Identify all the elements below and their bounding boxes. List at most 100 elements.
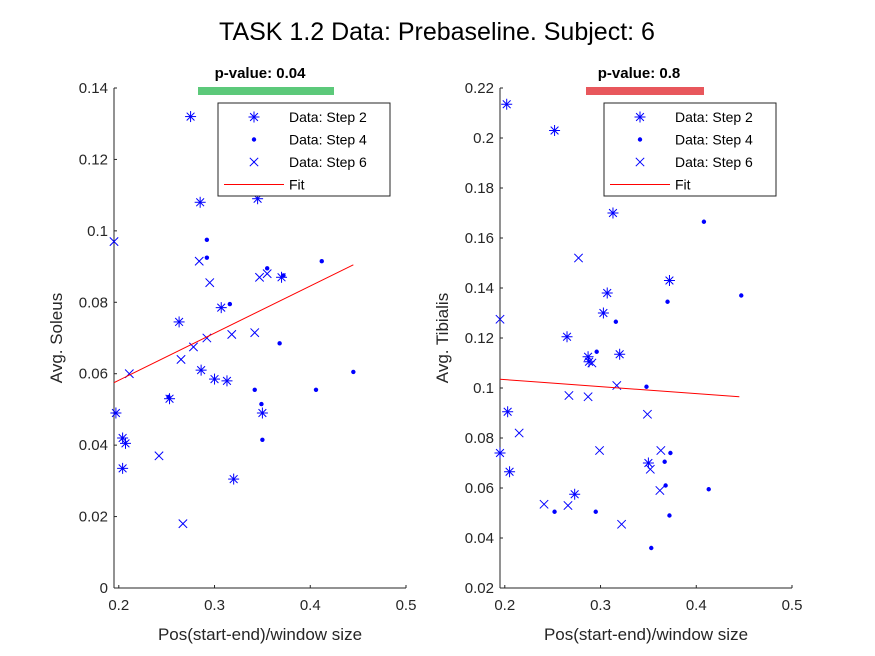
marker-stroke xyxy=(645,464,655,474)
y-axis-label: Avg. Soleus xyxy=(47,293,66,383)
data-point xyxy=(495,314,505,324)
marker-stroke xyxy=(495,314,505,324)
marker-stroke xyxy=(503,407,512,416)
y-tick-label: 0.16 xyxy=(465,230,494,247)
data-point xyxy=(613,319,619,324)
data-point xyxy=(260,437,265,442)
marker-dot xyxy=(594,349,599,354)
data-point xyxy=(109,237,119,247)
data-point xyxy=(583,392,593,402)
marker-dot xyxy=(649,545,654,551)
data-point xyxy=(319,259,324,264)
marker-dot xyxy=(204,255,210,260)
p-value-label: p-value: 0.8 xyxy=(598,65,681,82)
marker-stroke xyxy=(617,519,627,529)
marker-stroke xyxy=(262,269,272,279)
y-tick-label: 0 xyxy=(100,580,108,597)
data-point xyxy=(252,387,257,392)
marker-stroke xyxy=(550,126,559,135)
marker-dot xyxy=(277,341,282,346)
data-point xyxy=(668,450,673,456)
marker-stroke xyxy=(595,445,605,456)
data-point xyxy=(645,464,655,474)
marker-dot xyxy=(351,369,356,375)
marker-stroke xyxy=(229,474,238,484)
data-point xyxy=(277,341,282,346)
marker-stroke xyxy=(222,376,232,386)
marker-stroke xyxy=(635,112,645,122)
data-point xyxy=(617,519,627,529)
y-tick-label: 0.04 xyxy=(465,530,494,547)
marker-dot xyxy=(667,513,672,518)
marker-dot xyxy=(252,387,257,392)
marker-dot xyxy=(613,319,619,324)
marker-stroke xyxy=(188,342,199,352)
data-point xyxy=(204,255,210,260)
marker-stroke xyxy=(176,354,186,364)
data-point xyxy=(739,293,744,298)
marker-dot xyxy=(259,401,264,407)
marker-stroke xyxy=(121,439,130,448)
data-point xyxy=(188,342,199,352)
series-dot xyxy=(166,237,356,442)
data-point xyxy=(701,219,707,224)
x-tick-label: 0.3 xyxy=(590,597,611,614)
marker-stroke xyxy=(583,352,593,361)
legend-marker xyxy=(635,157,645,167)
marker-stroke xyxy=(174,317,184,327)
legend: Data: Step 2 Data: Step 4 Data: Step 6 Fit xyxy=(217,102,391,197)
marker-stroke xyxy=(502,100,511,109)
data-point xyxy=(176,354,186,364)
marker-dot xyxy=(319,259,324,264)
marker-dot xyxy=(593,509,598,514)
marker-stroke xyxy=(599,308,608,318)
legend-box xyxy=(603,102,777,197)
marker-stroke xyxy=(584,357,594,366)
marker-stroke xyxy=(118,464,127,473)
data-point xyxy=(597,307,609,319)
legend-marker xyxy=(637,137,643,142)
marker-stroke xyxy=(495,448,505,458)
y-tick-label: 0.04 xyxy=(79,437,108,454)
marker-stroke xyxy=(665,276,674,285)
marker-stroke xyxy=(195,198,205,207)
series-x xyxy=(109,237,272,529)
data-point xyxy=(195,364,207,376)
y-tick-label: 0.08 xyxy=(79,294,108,311)
tibialis-subplot: 0.02 0.04 0.06 0.08 0.1 0.12 0.14 0.16 0.18 0.2 0.… xyxy=(433,65,802,644)
data-point xyxy=(110,407,122,419)
y-tick-label: 0.1 xyxy=(473,380,494,397)
marker-stroke xyxy=(196,365,206,375)
marker-stroke xyxy=(563,500,573,511)
y-tick-label: 0.08 xyxy=(465,430,494,447)
p-value-label: p-value: 0.04 xyxy=(215,65,307,82)
data-point xyxy=(276,271,288,283)
x-tick-label: 0.5 xyxy=(396,597,417,614)
data-point xyxy=(662,459,667,464)
data-point xyxy=(313,387,319,392)
legend-marker xyxy=(248,111,260,123)
data-point xyxy=(656,445,666,456)
data-point xyxy=(264,266,270,271)
x-tick-label: 0.4 xyxy=(686,597,707,614)
data-point xyxy=(569,488,581,500)
marker-stroke xyxy=(562,332,572,341)
data-point xyxy=(228,473,240,485)
marker-stroke xyxy=(564,390,574,401)
marker-dot xyxy=(739,293,744,298)
marker-dot xyxy=(701,219,707,224)
data-point xyxy=(587,358,597,368)
marker-stroke xyxy=(186,112,195,121)
series-asterisk xyxy=(494,98,675,500)
data-point xyxy=(614,348,626,360)
marker-stroke xyxy=(642,409,652,419)
marker-stroke xyxy=(249,157,259,167)
data-point xyxy=(642,409,652,419)
data-point xyxy=(563,500,573,511)
data-point xyxy=(706,487,711,492)
y-tick-label: 0.2 xyxy=(473,130,494,147)
marker-dot xyxy=(264,266,270,271)
figure-title: TASK 1.2 Data: Prebaseline. Subject: 6 xyxy=(219,18,655,46)
fit-line xyxy=(499,378,740,398)
marker-dot xyxy=(663,483,668,488)
